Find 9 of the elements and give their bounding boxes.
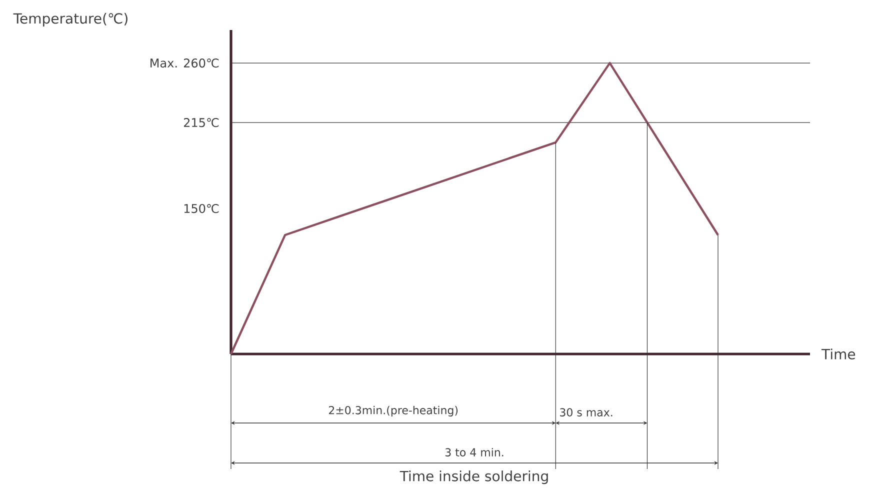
text: Time inside soldering bbox=[400, 470, 548, 484]
text: 2±0.3min.(pre-heating) bbox=[328, 406, 458, 416]
text: 30 s max. bbox=[560, 408, 612, 416]
y-axis-title: Temperature(℃) bbox=[13, 12, 128, 26]
y-tick-label: 150℃ bbox=[184, 204, 219, 214]
y-tick-label: 215℃ bbox=[184, 118, 219, 128]
text: Time bbox=[821, 348, 856, 360]
y-tick-label: Max. 260℃ bbox=[150, 58, 219, 68]
text: 3 to 4 min. bbox=[445, 448, 504, 456]
